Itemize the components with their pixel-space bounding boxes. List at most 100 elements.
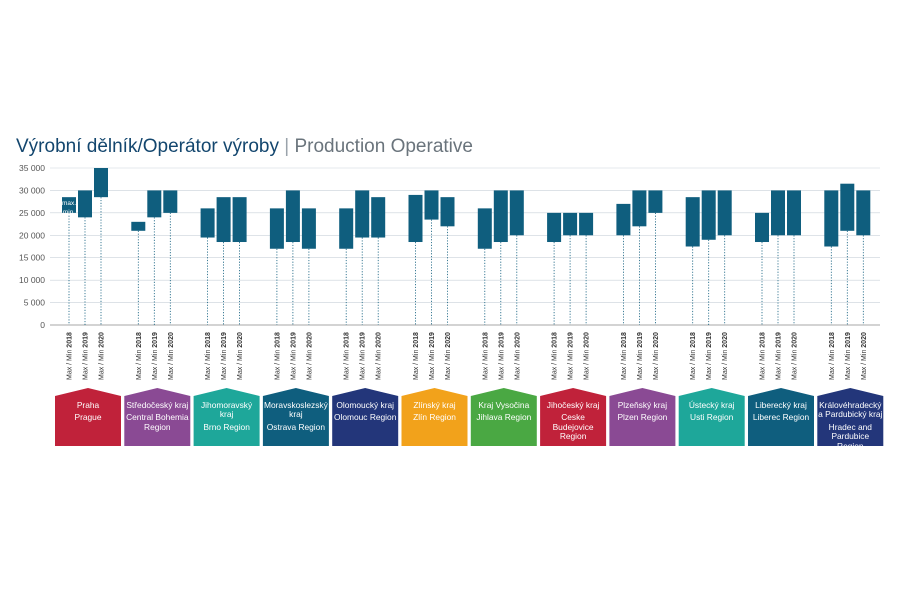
x-tick-year: 2019 [637, 332, 644, 348]
x-tick-year: 2020 [792, 332, 799, 348]
range-bar [493, 190, 508, 243]
x-tick-label: Max / Min 2019 [83, 332, 90, 380]
chart-title: Výrobní dělník/Operátor výroby | Product… [16, 136, 473, 158]
region-name-cz: Liberecký kraj [755, 400, 807, 410]
range-bar [424, 190, 439, 220]
x-tick-year: 2020 [168, 332, 175, 348]
x-tick-label: Max / Min 2018 [67, 332, 74, 380]
x-tick-year: 2018 [690, 332, 697, 348]
region-name-cz: Královéhradecký a Pardubický kraj [818, 400, 883, 420]
range-bar [717, 190, 732, 236]
x-tick-year: 2019 [360, 332, 367, 348]
region-label-shape [748, 388, 814, 446]
region-label: Zlínský kraj Zlín Region [402, 385, 468, 423]
x-tick-label: Max / Min 2019 [568, 332, 575, 380]
title-separator: | [284, 136, 290, 157]
x-tick-label: Max / Min 2019 [498, 332, 505, 380]
range-bar [62, 197, 76, 213]
region-name-cz: Moravskoslezský kraj [264, 400, 328, 420]
range-bar [701, 190, 716, 240]
x-tick-label: Max / Min 2020 [445, 332, 452, 380]
range-bar [856, 190, 871, 236]
range-bar [840, 183, 855, 231]
x-tick-year: 2018 [482, 332, 489, 348]
range-bar [547, 212, 562, 243]
region-label-shape [124, 388, 191, 446]
range-bar [787, 190, 801, 236]
region-label-shape [262, 388, 329, 446]
x-tick-year: 2019 [845, 332, 852, 348]
region-name-cz: Plzeňský kraj [617, 400, 668, 410]
x-tick-year: 2020 [514, 332, 521, 348]
x-tick-label: Max / Min 2020 [99, 332, 106, 380]
y-tick-label: 20 000 [19, 230, 45, 240]
y-tick-label: 35 000 [19, 163, 45, 173]
region-label-shape [193, 388, 260, 446]
region-label: Moravskoslezský kraj Ostrava Region [263, 385, 329, 432]
range-bar [632, 190, 647, 227]
x-tick-year: 2020 [99, 332, 106, 348]
x-tick-label: Max / Min 2020 [237, 332, 244, 380]
range-bar [147, 190, 162, 218]
x-tick-label: Max / Min 2020 [584, 332, 591, 380]
x-tick-label: Max / Min 2019 [360, 332, 367, 380]
x-tick-label: Max / Min 2018 [621, 332, 628, 380]
region-label: Praha Prague [55, 385, 121, 423]
x-tick-year: 2019 [221, 332, 228, 348]
y-tick-label: 30 000 [19, 185, 45, 195]
range-bar [163, 190, 178, 213]
x-tick-year: 2018 [274, 332, 281, 348]
region-label-shape [332, 388, 399, 446]
region-label: Olomoucký kraj Olomouc Region [332, 385, 398, 423]
x-tick-label: Max / Min 2019 [637, 332, 644, 380]
x-tick-label: Max / Min 2020 [306, 332, 313, 380]
x-tick-label: Max / Min 2020 [861, 332, 868, 380]
legend-max: max. [62, 200, 76, 207]
y-tick-label: 25 000 [19, 208, 45, 218]
region-name-en: Liberec Region [752, 412, 810, 423]
region-name-en: Hradec and Pardubice Region [828, 421, 872, 451]
range-bar [685, 197, 700, 247]
y-tick-label: 0 [40, 320, 45, 330]
region-name-cz: Zlínský kraj [413, 400, 456, 410]
range-bar [648, 190, 663, 213]
region-name-en: Ceske Budejovice Region [552, 412, 594, 442]
region-name-en: Usti Region [690, 412, 734, 423]
range-bar [509, 190, 524, 236]
range-bar [94, 168, 108, 198]
range-bar [563, 212, 578, 236]
range-bar [232, 197, 247, 243]
x-tick-year: 2020 [861, 332, 868, 348]
x-tick-year: 2019 [568, 332, 575, 348]
x-tick-year: 2019 [152, 332, 159, 348]
region-label: Královéhradecký a Pardubický kraj Hradec … [817, 385, 883, 451]
x-tick-label: Max / Min 2018 [344, 332, 351, 380]
x-tick-year: 2019 [429, 332, 436, 348]
region-name-en: Plzen Region [617, 412, 668, 423]
region-label-shape [55, 388, 121, 446]
region-name-en: Central Bohemia Region [126, 412, 189, 432]
region-name-en: Brno Region [203, 421, 250, 432]
region-label-shape [401, 388, 468, 446]
x-tick-year: 2018 [344, 332, 351, 348]
x-tick-year: 2018 [760, 332, 767, 348]
region-label: Jihomoravský kraj Brno Region [194, 385, 260, 432]
y-tick-label: 15 000 [19, 253, 45, 263]
range-bar [131, 221, 146, 231]
range-bar [371, 197, 386, 238]
title-cz: Výrobní dělník/Operátor výroby [16, 136, 279, 157]
range-bar [408, 194, 423, 243]
x-tick-label: Max / Min 2019 [152, 332, 159, 380]
range-bar [301, 208, 316, 249]
range-bar [269, 208, 284, 249]
region-name-cz: Praha [76, 400, 100, 410]
x-tick-year: 2020 [306, 332, 313, 348]
x-tick-label: Max / Min 2019 [221, 332, 228, 380]
region-name-en: Zlín Region [413, 412, 456, 423]
region-name-en: Jihlava Region [476, 412, 532, 423]
region-name-cz: Jihomoravský kraj [200, 400, 253, 420]
x-tick-label: Max / Min 2020 [376, 332, 383, 380]
x-tick-label: Max / Min 2018 [205, 332, 212, 380]
range-bar [755, 212, 769, 243]
